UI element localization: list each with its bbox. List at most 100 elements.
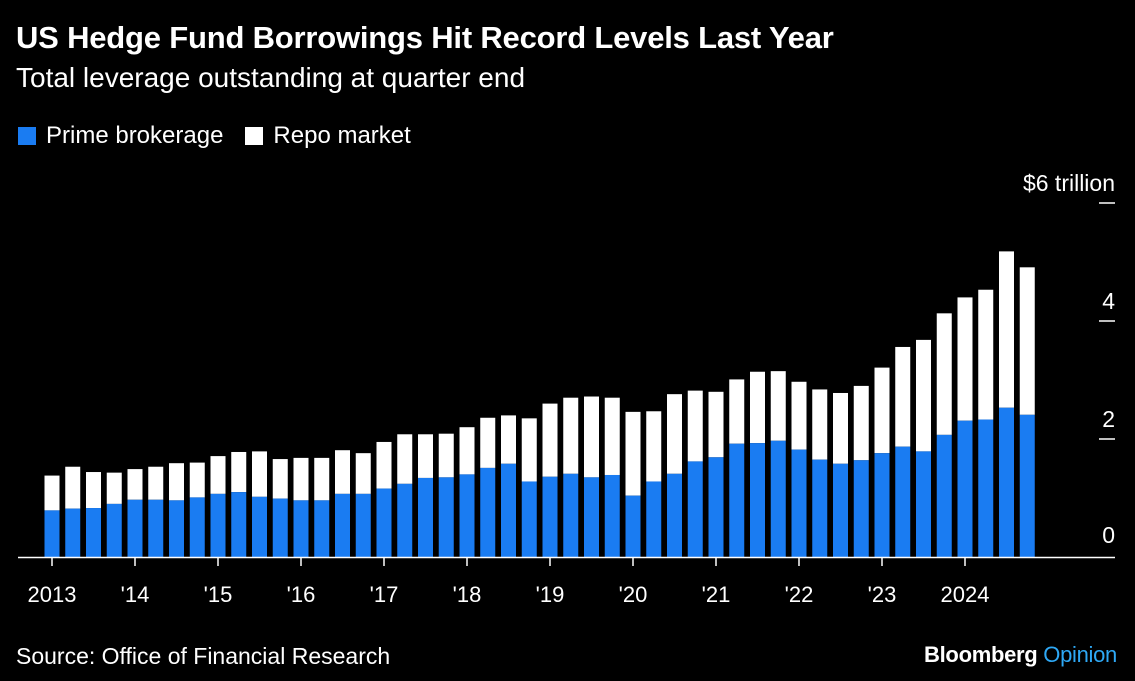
bar-prime-brokerage bbox=[708, 457, 724, 557]
bar-repo-market bbox=[459, 427, 475, 475]
bar-repo-market bbox=[293, 457, 309, 501]
bar-prime-brokerage bbox=[521, 481, 537, 557]
bar-prime-brokerage bbox=[189, 497, 205, 557]
x-tick-label: '14 bbox=[121, 582, 150, 607]
bar-repo-market bbox=[646, 411, 662, 482]
x-tick-label: '18 bbox=[453, 582, 482, 607]
legend-label-repo-market: Repo market bbox=[273, 122, 411, 149]
bar-prime-brokerage bbox=[335, 493, 350, 557]
bar-repo-market bbox=[729, 379, 745, 444]
bar-repo-market bbox=[667, 394, 682, 474]
bar-repo-market bbox=[957, 297, 973, 421]
bar-repo-market bbox=[812, 389, 828, 460]
x-tick-label: '22 bbox=[785, 582, 814, 607]
y-tick-label: 2 bbox=[1102, 406, 1115, 432]
bar-prime-brokerage bbox=[833, 463, 848, 557]
bar-prime-brokerage bbox=[65, 508, 81, 557]
bar-prime-brokerage bbox=[210, 493, 226, 557]
x-tick-label: '17 bbox=[370, 582, 399, 607]
bar-prime-brokerage bbox=[791, 449, 807, 557]
bar-prime-brokerage bbox=[355, 493, 371, 557]
bar-prime-brokerage bbox=[916, 451, 931, 557]
bar-repo-market bbox=[584, 396, 599, 478]
bar-repo-market bbox=[542, 403, 558, 477]
source-note: Source: Office of Financial Research bbox=[16, 643, 391, 669]
chart-subtitle: Total leverage outstanding at quarter en… bbox=[16, 62, 526, 93]
bar-repo-market bbox=[210, 456, 226, 494]
bar-prime-brokerage bbox=[418, 477, 433, 557]
bar-prime-brokerage bbox=[936, 434, 952, 557]
bar-repo-market bbox=[438, 433, 454, 478]
chart-title: US Hedge Fund Borrowings Hit Record Leve… bbox=[16, 20, 834, 55]
legend-item-prime-brokerage: Prime brokerage bbox=[18, 122, 223, 150]
bar-repo-market bbox=[936, 313, 952, 435]
bar-repo-market bbox=[750, 371, 765, 444]
bar-prime-brokerage bbox=[272, 498, 288, 557]
x-tick-label: 2013 bbox=[28, 582, 77, 607]
bar-prime-brokerage bbox=[252, 496, 267, 557]
bar-repo-market bbox=[853, 385, 869, 461]
bar-repo-market bbox=[106, 472, 122, 504]
bar-prime-brokerage bbox=[750, 443, 765, 557]
bar-prime-brokerage bbox=[729, 443, 745, 557]
bar-prime-brokerage bbox=[314, 500, 330, 557]
bar-prime-brokerage bbox=[812, 459, 828, 557]
y-tick-label: 0 bbox=[1102, 522, 1115, 548]
bar-prime-brokerage bbox=[148, 499, 164, 557]
bar-repo-market bbox=[355, 453, 371, 494]
bar-prime-brokerage bbox=[957, 420, 973, 557]
bar-prime-brokerage bbox=[584, 477, 599, 557]
x-tick-label: '16 bbox=[287, 582, 316, 607]
x-tick-label: '15 bbox=[204, 582, 233, 607]
bar-repo-market bbox=[397, 434, 413, 484]
bar-repo-market bbox=[501, 415, 516, 464]
bar-repo-market bbox=[169, 463, 184, 501]
bar-repo-market bbox=[148, 466, 164, 500]
bar-prime-brokerage bbox=[542, 476, 558, 557]
bar-repo-market bbox=[978, 289, 994, 420]
bar-prime-brokerage bbox=[86, 508, 101, 557]
bar-repo-market bbox=[791, 381, 807, 450]
x-tick-label: '19 bbox=[536, 582, 565, 607]
bar-prime-brokerage bbox=[480, 467, 496, 557]
y-tick-label: 4 bbox=[1102, 288, 1115, 314]
bar-prime-brokerage bbox=[376, 488, 392, 557]
bar-prime-brokerage bbox=[438, 477, 454, 557]
bar-prime-brokerage bbox=[106, 503, 122, 557]
brand-name: Bloomberg bbox=[924, 642, 1038, 667]
x-tick-label: '23 bbox=[868, 582, 897, 607]
legend-swatch-prime-brokerage bbox=[18, 127, 36, 145]
bar-prime-brokerage bbox=[895, 446, 911, 557]
bar-repo-market bbox=[708, 391, 724, 458]
bar-repo-market bbox=[604, 397, 620, 475]
bar-repo-market bbox=[521, 418, 537, 482]
x-tick-label: '20 bbox=[619, 582, 648, 607]
bar-prime-brokerage bbox=[44, 510, 60, 557]
bar-prime-brokerage bbox=[770, 440, 786, 557]
bar-repo-market bbox=[687, 390, 703, 462]
legend-label-prime-brokerage: Prime brokerage bbox=[46, 122, 224, 149]
bar-repo-market bbox=[1019, 267, 1035, 415]
bar-repo-market bbox=[833, 392, 848, 464]
bloomberg-opinion-logo: Bloomberg Opinion bbox=[924, 642, 1117, 668]
bar-prime-brokerage bbox=[687, 461, 703, 557]
bar-repo-market bbox=[916, 339, 931, 452]
legend-item-repo-market: Repo market bbox=[245, 122, 411, 150]
bar-repo-market bbox=[874, 367, 890, 454]
bar-repo-market bbox=[418, 434, 433, 478]
bar-prime-brokerage bbox=[1019, 414, 1035, 557]
bar-repo-market bbox=[127, 469, 143, 500]
bar-prime-brokerage bbox=[978, 419, 994, 557]
x-tick-label: 2024 bbox=[941, 582, 990, 607]
bar-prime-brokerage bbox=[127, 499, 143, 557]
bar-repo-market bbox=[563, 397, 579, 474]
bar-prime-brokerage bbox=[853, 460, 869, 557]
bar-repo-market bbox=[480, 417, 496, 468]
bar-prime-brokerage bbox=[459, 474, 475, 557]
bar-repo-market bbox=[189, 462, 205, 498]
bar-prime-brokerage bbox=[563, 473, 579, 557]
bar-prime-brokerage bbox=[501, 463, 516, 557]
bar-prime-brokerage bbox=[397, 483, 413, 557]
bar-repo-market bbox=[895, 346, 911, 447]
bar-repo-market bbox=[625, 411, 641, 496]
